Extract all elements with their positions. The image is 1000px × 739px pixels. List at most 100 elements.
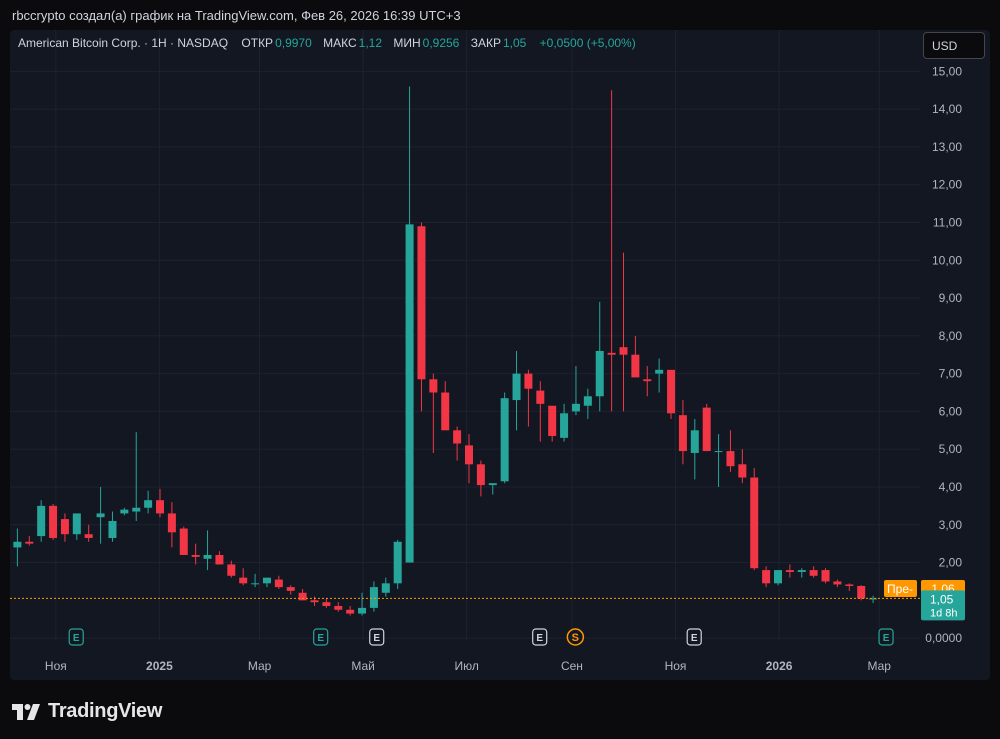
candle [476, 460, 485, 497]
candle [869, 595, 878, 603]
candle-body [667, 369, 676, 414]
price-tick-label: 3,00 [939, 518, 963, 532]
candle-body [346, 609, 355, 614]
candle-body [322, 602, 331, 606]
candle-body [132, 507, 141, 512]
candle-body [595, 350, 604, 397]
price-tick-label: 13,00 [932, 140, 962, 154]
symbol-title[interactable]: American Bitcoin Corp. · 1H · NASDAQ [18, 36, 229, 50]
candle [393, 539, 402, 589]
candle-body [251, 583, 260, 585]
last-price-label: 1,05 [930, 592, 954, 606]
candle-body [536, 390, 545, 404]
split-icon [566, 628, 585, 646]
candle [524, 369, 533, 427]
candle [274, 575, 283, 589]
time-tick-label: Ноя [665, 659, 687, 673]
candle [60, 513, 69, 542]
candle [809, 566, 818, 578]
price-tick-label: 6,00 [939, 404, 963, 418]
chart-panel[interactable]: 15,00 14,00 13,00 12,00 11,00 10,00 9,00 8,00 7,… [10, 30, 990, 680]
split-icon-label: S [572, 632, 579, 644]
change-value: +0,0500 (+5,00%) [539, 36, 636, 50]
price-tick-label: 4,00 [939, 480, 963, 494]
candle [583, 388, 592, 419]
candle [773, 570, 782, 586]
price-tick-label: 0,0000 [925, 631, 962, 645]
candle-body [37, 505, 46, 537]
candle [797, 568, 806, 578]
candle [358, 592, 367, 616]
candle [96, 486, 105, 544]
candle-body [156, 500, 165, 514]
candle [239, 568, 248, 586]
candle-body [785, 570, 794, 572]
currency-button[interactable]: USD [923, 32, 985, 59]
earnings-icon-label: E [317, 633, 324, 644]
premarket-badge [884, 580, 917, 598]
candle-body [453, 430, 462, 444]
candle-body [857, 585, 866, 599]
tradingview-logo[interactable]: TradingView [12, 700, 162, 723]
candle-body [96, 513, 105, 518]
chart-legend: American Bitcoin Corp. · 1H · NASDAQ ОТК… [18, 36, 644, 50]
candle-body [773, 570, 782, 584]
candle-body [25, 541, 34, 544]
open-value: 0,9970 [275, 36, 312, 50]
candle-body [286, 587, 295, 591]
candle [762, 566, 771, 588]
candle-body [583, 396, 592, 406]
event-marker-earnings-future: E [68, 628, 84, 646]
candle [167, 502, 176, 548]
candle [488, 483, 497, 495]
candle-body [619, 347, 628, 355]
candle [821, 568, 830, 584]
candle-body [465, 445, 473, 465]
candle [571, 366, 580, 416]
candle [548, 405, 557, 442]
candle [595, 301, 604, 412]
candle-body [298, 592, 307, 601]
price-tick-label: 9,00 [939, 291, 963, 305]
time-tick-label: Май [351, 659, 375, 673]
candle [215, 551, 224, 565]
candle [72, 513, 81, 540]
candle [702, 403, 711, 452]
candle [607, 90, 616, 412]
candle [429, 373, 438, 453]
candle [262, 577, 271, 588]
candle-body [262, 577, 271, 584]
candle-body [227, 564, 236, 576]
time-axis: Ноя 2025 Мар Май Июл Сен Ноя 2026 Мар [45, 659, 891, 673]
candle [441, 381, 450, 431]
candles [13, 86, 878, 616]
candlestick-chart[interactable]: 15,00 14,00 13,00 12,00 11,00 10,00 9,00 8,00 7,… [10, 30, 990, 680]
candle-body [548, 405, 557, 436]
candle-body [417, 226, 426, 380]
candle-body [762, 570, 771, 584]
earnings-icon-label: E [883, 633, 890, 644]
candle-body [358, 607, 367, 614]
time-tick-label: Ноя [45, 659, 67, 673]
candle-body [476, 464, 485, 486]
candle [845, 583, 854, 591]
candle-body [821, 570, 830, 582]
candle-body [833, 581, 842, 585]
candle [714, 434, 723, 487]
candle-body [738, 464, 747, 478]
price-tick-label: 8,00 [939, 329, 963, 343]
candle [227, 560, 236, 578]
price-tick-label: 11,00 [933, 215, 962, 229]
candle-body [690, 430, 699, 453]
candle [286, 585, 295, 595]
price-tick-label: 2,00 [939, 556, 963, 570]
candle-body [179, 528, 188, 555]
candle-body [60, 519, 69, 535]
candle-body [500, 398, 509, 482]
price-axis: 15,00 14,00 13,00 12,00 11,00 10,00 9,00 8,00 7,… [925, 64, 962, 645]
price-tick-label: 10,00 [932, 253, 962, 267]
candle [750, 468, 759, 571]
price-tick-label: 7,00 [939, 367, 963, 381]
time-tick-label: Сен [561, 659, 583, 673]
